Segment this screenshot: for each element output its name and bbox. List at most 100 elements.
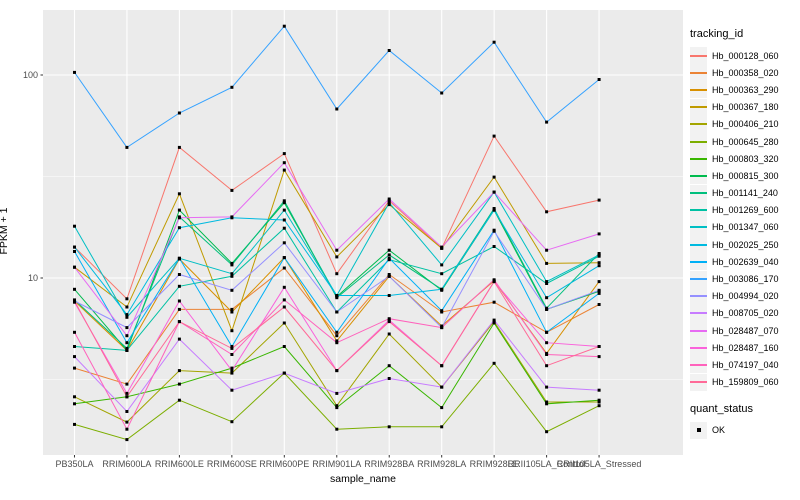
data-point	[282, 298, 286, 302]
data-point	[177, 208, 181, 212]
x-tick-label: RRIM901LA	[312, 459, 361, 469]
data-point	[230, 307, 234, 311]
data-point	[282, 152, 286, 156]
data-point	[545, 210, 549, 214]
data-point	[545, 402, 549, 406]
data-point	[387, 248, 391, 252]
legend-item-Hb_000367_180: Hb_000367_180	[690, 98, 798, 116]
data-point	[387, 332, 391, 336]
data-point	[335, 330, 339, 334]
data-point	[230, 263, 234, 267]
data-point	[125, 395, 129, 399]
data-point	[440, 364, 444, 368]
data-point	[387, 197, 391, 201]
data-point	[73, 265, 76, 269]
data-point	[125, 348, 129, 352]
data-point	[177, 145, 181, 149]
legend-key-line-icon	[690, 236, 707, 254]
data-point	[440, 309, 444, 313]
x-tick-label: PB350LA	[55, 459, 93, 469]
x-tick-label: RRII105LA_Control	[508, 459, 586, 469]
data-point	[387, 199, 391, 203]
legend-item-label: Hb_159809_060	[712, 377, 779, 388]
data-point	[73, 395, 76, 399]
data-point	[440, 324, 444, 328]
legend-item-Hb_000358_020: Hb_000358_020	[690, 64, 798, 82]
data-point	[387, 273, 391, 276]
data-point	[440, 326, 444, 330]
data-point	[177, 284, 181, 288]
data-point	[387, 320, 391, 324]
data-point	[597, 253, 601, 257]
data-point	[125, 313, 129, 317]
legend-key-line-icon	[690, 115, 707, 133]
data-point	[597, 345, 601, 348]
data-point	[335, 427, 339, 431]
legend-item-Hb_004994_020: Hb_004994_020	[690, 287, 798, 305]
data-point	[387, 425, 391, 429]
legend-key-line-icon	[690, 339, 707, 357]
data-point	[230, 371, 234, 375]
legend-key-square-icon	[690, 421, 707, 439]
data-point	[387, 203, 391, 207]
data-point	[177, 337, 181, 341]
data-point	[335, 294, 339, 297]
shape-legend-items: OK	[690, 421, 798, 439]
data-point	[492, 318, 496, 322]
legend-item-Hb_028487_160: Hb_028487_160	[690, 339, 798, 357]
data-point	[387, 294, 391, 297]
data-point	[230, 188, 234, 192]
data-point	[282, 256, 286, 260]
legend-item-label: Hb_000406_210	[712, 119, 779, 130]
data-point	[440, 263, 444, 267]
data-point	[125, 334, 129, 338]
data-point	[440, 91, 444, 95]
data-point	[125, 305, 129, 309]
data-point	[597, 404, 601, 408]
legend-key-line-icon	[690, 98, 707, 116]
legend-item-Hb_028487_070: Hb_028487_070	[690, 322, 798, 340]
data-point	[335, 296, 339, 300]
legend-item-label: Hb_000358_020	[712, 67, 779, 78]
data-point	[230, 329, 234, 333]
data-point	[440, 385, 444, 389]
legend-item-label: Hb_000367_180	[712, 102, 779, 113]
x-tick-label: RRIM600LA	[102, 459, 151, 469]
legend-item-label: Hb_003086_170	[712, 274, 779, 285]
legend-item-label: Hb_000363_290	[712, 84, 779, 95]
data-point	[492, 208, 496, 212]
legend-key-line-icon	[690, 184, 707, 202]
data-point	[545, 296, 549, 300]
data-point	[387, 49, 391, 52]
x-tick-label: RRII105LA_Stressed	[557, 459, 642, 469]
data-point	[282, 161, 286, 165]
data-point	[230, 274, 234, 278]
data-point	[387, 274, 391, 278]
data-point	[545, 364, 549, 368]
data-point	[73, 402, 76, 406]
x-tick-label: RRIM928LA	[417, 459, 466, 469]
data-point	[282, 241, 286, 245]
data-point	[125, 410, 129, 413]
color-legend-items: Hb_000128_060 Hb_000358_020 Hb_000363_290 H…	[690, 47, 798, 391]
data-point	[282, 285, 286, 289]
data-point	[387, 364, 391, 368]
legend-key-line-icon	[690, 373, 707, 391]
data-point	[597, 388, 601, 392]
data-point	[230, 310, 234, 314]
data-point	[335, 341, 339, 345]
y-axis-title: FPKM + 1	[0, 208, 10, 255]
data-point	[597, 264, 601, 268]
data-point	[545, 248, 549, 252]
data-point	[125, 315, 129, 319]
data-point	[282, 305, 286, 309]
data-point	[492, 321, 496, 325]
data-point	[230, 420, 234, 424]
data-point	[597, 261, 601, 265]
legend-key-line-icon	[690, 253, 707, 271]
data-point	[492, 190, 496, 194]
data-point	[282, 266, 286, 270]
legend-item-Hb_008705_020: Hb_008705_020	[690, 304, 798, 322]
data-point	[230, 215, 234, 219]
data-point	[282, 168, 286, 172]
